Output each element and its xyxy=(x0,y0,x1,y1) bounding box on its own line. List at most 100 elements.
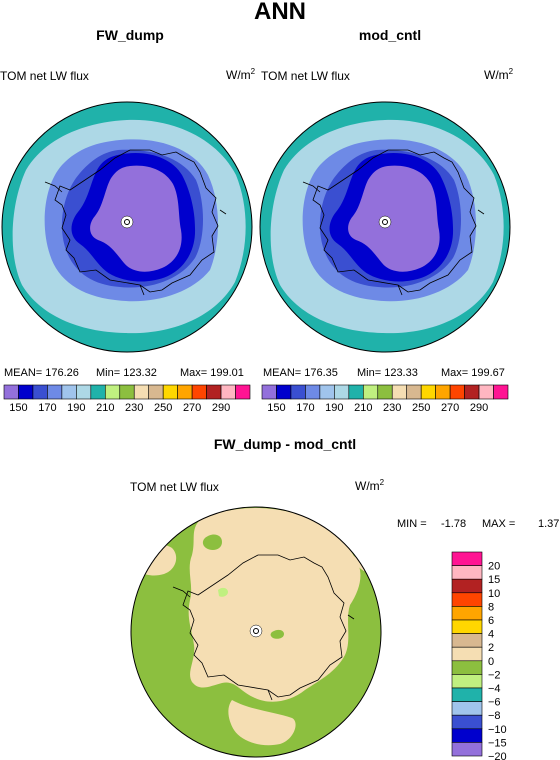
colorbar-swatch xyxy=(206,384,222,400)
panel-1-max: Max= 199.01 xyxy=(180,367,244,379)
colorbar-tick-label: 6 xyxy=(488,615,494,627)
colorbar-tick-label: −10 xyxy=(488,724,507,736)
colorbar-swatch xyxy=(3,384,19,400)
panel-2-mean: MEAN= 176.35 xyxy=(263,367,338,379)
colorbar-swatch xyxy=(464,384,480,400)
units-base: W/m xyxy=(226,68,251,82)
map-border-mod-cntl xyxy=(259,101,511,353)
colorbar-tick-label: 210 xyxy=(354,402,372,414)
panel-1-min: Min= 123.32 xyxy=(96,367,157,379)
colorbar-tick-label: −20 xyxy=(488,751,507,760)
antarctic-coastline xyxy=(312,149,477,293)
panel-2-max: Max= 199.67 xyxy=(441,367,505,379)
panel-1-variable: TOM net LW flux xyxy=(0,69,89,83)
colorbar-tick-label: 190 xyxy=(325,402,343,414)
colorbar-tick-label: 230 xyxy=(383,402,401,414)
colorbar-tick-label: 4 xyxy=(488,629,494,641)
colorbar-swatch xyxy=(377,384,393,400)
map-border-fw-dump xyxy=(1,101,253,353)
antarctic-coastline-detail xyxy=(302,181,485,296)
colorbar-swatch xyxy=(478,384,494,400)
units-base: W/m xyxy=(484,68,509,82)
colorbar-tick-label: −15 xyxy=(488,737,507,749)
colorbar-swatch xyxy=(451,728,483,743)
colorbar-tick-label: 15 xyxy=(488,574,500,586)
diff-max-value: 1.37 xyxy=(538,518,560,530)
colorbar-tick-label: 0 xyxy=(488,656,494,668)
colorbar-swatch xyxy=(451,714,483,730)
colorbar-swatch xyxy=(119,384,135,400)
colorbar-tick-label: 210 xyxy=(96,402,114,414)
diff-units: W/m2 xyxy=(355,478,384,493)
colorbar-swatch xyxy=(451,619,483,634)
panel-2-case-name: mod_cntl xyxy=(358,27,422,43)
colorbar-swatch xyxy=(420,384,436,400)
colorbar-swatch xyxy=(191,384,207,400)
colorbar-tick-label: −6 xyxy=(488,697,501,709)
panel-1-units: W/m2 xyxy=(226,67,255,82)
colorbar-swatch xyxy=(493,384,509,400)
antarctic-coastline xyxy=(54,149,219,293)
map-border-difference xyxy=(130,506,382,758)
colorbar-swatch xyxy=(451,551,483,566)
colorbar-swatch xyxy=(261,384,277,400)
colorbar-tick-label: 8 xyxy=(488,601,494,613)
colorbar-tick-label: 150 xyxy=(9,402,27,414)
diff-min-label: MIN = xyxy=(397,518,427,530)
south-pole-marker xyxy=(249,624,263,638)
diff-title: FW_dump - mod_cntl xyxy=(213,436,357,452)
contour-fill-150-160 xyxy=(90,165,182,272)
colorbar-swatch xyxy=(451,742,483,757)
colorbar-swatch xyxy=(348,384,364,400)
colorbar-swatch xyxy=(406,384,422,400)
colorbar-fw-dump: 150 170 190 210 230 250 270 290 xyxy=(3,384,251,414)
south-pole-ring xyxy=(382,219,388,225)
colorbar-swatch xyxy=(451,565,483,580)
colorbar-swatch xyxy=(276,384,292,400)
colorbar-swatch xyxy=(319,384,335,400)
colorbar-swatch xyxy=(90,384,106,400)
antarctic-coastline-detail xyxy=(172,586,355,701)
colorbar-swatch xyxy=(162,384,178,400)
diff-min-value: -1.78 xyxy=(441,518,467,530)
map-panel-difference xyxy=(131,507,381,757)
colorbar-tick-label: −2 xyxy=(488,669,501,681)
colorbar-mod-cntl: 150 170 190 210 230 250 270 290 xyxy=(261,384,509,414)
colorbar-swatch xyxy=(451,660,483,675)
colorbar-swatch xyxy=(290,384,306,400)
contour-fill-0-2-patch xyxy=(131,544,177,576)
colorbar-swatch xyxy=(235,384,251,400)
colorbar-tick-label: 270 xyxy=(441,402,459,414)
colorbar-swatch xyxy=(451,674,483,689)
colorbar-tick-label: 150 xyxy=(267,402,285,414)
south-pole-marker xyxy=(378,215,392,229)
colorbar-tick-label: 10 xyxy=(488,588,500,600)
colorbar-swatch xyxy=(104,384,121,400)
panel-1-case-name: FW_dump xyxy=(96,27,164,43)
colorbar-swatch xyxy=(32,384,48,400)
south-pole-ring xyxy=(124,219,130,225)
colorbar-swatch xyxy=(76,384,92,400)
panel-1-mean: MEAN= 176.26 xyxy=(4,367,79,379)
units-exponent: 2 xyxy=(379,478,385,487)
contour-fill-neg2-0-patch xyxy=(202,534,222,550)
antarctic-coastline xyxy=(182,554,347,698)
colorbar-swatch xyxy=(18,384,34,400)
colorbar-swatch xyxy=(61,384,77,400)
colorbar-swatch xyxy=(451,701,483,716)
colorbar-swatch xyxy=(451,578,483,594)
contour-fill-150-160 xyxy=(348,165,440,272)
colorbar-swatch xyxy=(451,687,483,702)
colorbar-swatch xyxy=(435,384,451,400)
contour-fill-0-2 xyxy=(188,508,361,702)
main-title: ANN xyxy=(254,0,306,25)
contour-fill-0-2-patch xyxy=(228,700,296,746)
colorbar-swatch xyxy=(362,384,379,400)
colorbar-swatch xyxy=(451,592,483,607)
colorbar-tick-label: 250 xyxy=(412,402,430,414)
contour-fill-neg2-0-patch xyxy=(270,629,284,639)
colorbar-swatch xyxy=(148,384,164,400)
colorbar-tick-label: 190 xyxy=(67,402,85,414)
colorbar-swatch xyxy=(451,633,483,648)
